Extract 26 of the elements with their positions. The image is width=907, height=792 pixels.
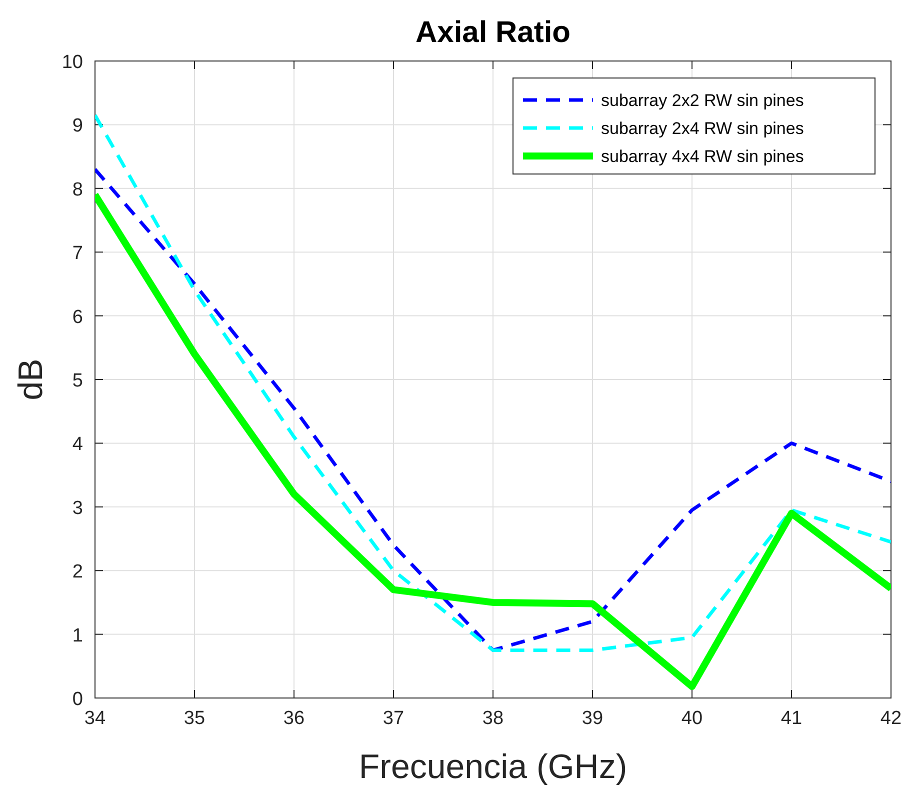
x-tick-label: 41 xyxy=(780,708,802,729)
x-tick-label: 38 xyxy=(482,708,504,729)
x-tick-label: 39 xyxy=(582,708,604,729)
y-tick-label: 4 xyxy=(72,434,84,456)
x-tick-label: 34 xyxy=(84,708,106,729)
legend-label: subarray 4x4 RW sin pines xyxy=(601,147,804,166)
y-tick-label: 7 xyxy=(72,243,83,264)
y-tick-label: 3 xyxy=(72,498,83,519)
y-tick-label: 8 xyxy=(72,179,83,200)
y-tick-label: 10 xyxy=(62,52,83,73)
y-axis-title: dB xyxy=(12,358,50,400)
x-tick-label: 40 xyxy=(681,708,703,729)
y-tick-label: 0 xyxy=(72,689,83,710)
y-tick-label: 6 xyxy=(72,306,83,328)
x-tick-label: 37 xyxy=(382,708,404,729)
chart-title: Axial Ratio xyxy=(415,16,571,49)
y-tick-label: 5 xyxy=(72,370,83,392)
y-tick-label: 9 xyxy=(72,116,83,137)
x-tick-label: 42 xyxy=(880,708,902,729)
y-tick-label: 1 xyxy=(72,625,83,646)
x-axis-title: Frecuencia (GHz) xyxy=(358,748,628,786)
legend-label: subarray 2x4 RW sin pines xyxy=(601,119,804,138)
legend-label: subarray 2x2 RW sin pines xyxy=(601,91,804,110)
x-tick-label: 35 xyxy=(184,708,206,729)
x-tick-label: 36 xyxy=(283,708,305,729)
y-tick-label: 2 xyxy=(72,562,83,583)
